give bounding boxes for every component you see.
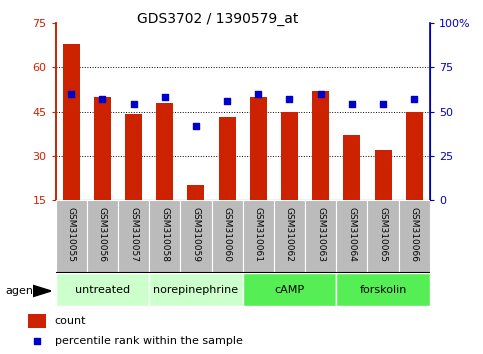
Point xyxy=(33,338,41,343)
Point xyxy=(67,91,75,97)
Text: GSM310063: GSM310063 xyxy=(316,207,325,262)
Bar xyxy=(56,273,149,306)
Point xyxy=(317,91,325,97)
Bar xyxy=(180,200,212,273)
Bar xyxy=(118,200,149,273)
Bar xyxy=(218,118,236,200)
Bar xyxy=(149,200,180,273)
Bar xyxy=(156,103,173,200)
Text: agent: agent xyxy=(6,286,38,296)
Bar xyxy=(125,114,142,200)
Bar xyxy=(242,273,336,306)
Text: GDS3702 / 1390579_at: GDS3702 / 1390579_at xyxy=(137,12,298,27)
Text: GSM310060: GSM310060 xyxy=(223,207,232,262)
Bar xyxy=(63,44,80,200)
Bar xyxy=(398,200,430,273)
Text: GSM310066: GSM310066 xyxy=(410,207,419,262)
Text: GSM310058: GSM310058 xyxy=(160,207,169,262)
Bar xyxy=(149,273,242,306)
Text: GSM310062: GSM310062 xyxy=(285,207,294,262)
Point xyxy=(223,98,231,104)
Point xyxy=(161,95,169,100)
Bar xyxy=(312,91,329,200)
Bar xyxy=(374,150,392,200)
Point xyxy=(99,96,106,102)
Bar xyxy=(28,314,46,328)
Point xyxy=(411,96,418,102)
Point xyxy=(285,96,293,102)
Bar xyxy=(56,200,87,273)
Bar xyxy=(336,273,430,306)
Point xyxy=(192,123,200,129)
Text: untreated: untreated xyxy=(75,285,130,295)
Point xyxy=(129,102,137,107)
Text: forskolin: forskolin xyxy=(359,285,407,295)
Polygon shape xyxy=(33,285,51,297)
Text: GSM310056: GSM310056 xyxy=(98,207,107,262)
Bar xyxy=(336,200,368,273)
Point xyxy=(348,102,356,107)
Bar xyxy=(242,200,274,273)
Bar xyxy=(94,97,111,200)
Point xyxy=(379,102,387,107)
Text: GSM310057: GSM310057 xyxy=(129,207,138,262)
Text: cAMP: cAMP xyxy=(274,285,305,295)
Bar xyxy=(281,112,298,200)
Text: norepinephrine: norepinephrine xyxy=(154,285,239,295)
Bar xyxy=(212,200,242,273)
Text: count: count xyxy=(55,316,86,326)
Text: GSM310065: GSM310065 xyxy=(379,207,387,262)
Bar xyxy=(368,200,398,273)
Text: GSM310061: GSM310061 xyxy=(254,207,263,262)
Point xyxy=(255,91,262,97)
Bar xyxy=(187,185,204,200)
Bar xyxy=(87,200,118,273)
Bar xyxy=(406,112,423,200)
Bar xyxy=(343,135,360,200)
Bar xyxy=(250,97,267,200)
Bar xyxy=(274,200,305,273)
Text: GSM310059: GSM310059 xyxy=(191,207,200,262)
Text: GSM310055: GSM310055 xyxy=(67,207,76,262)
Text: percentile rank within the sample: percentile rank within the sample xyxy=(55,336,242,346)
Bar xyxy=(305,200,336,273)
Text: GSM310064: GSM310064 xyxy=(347,207,356,262)
